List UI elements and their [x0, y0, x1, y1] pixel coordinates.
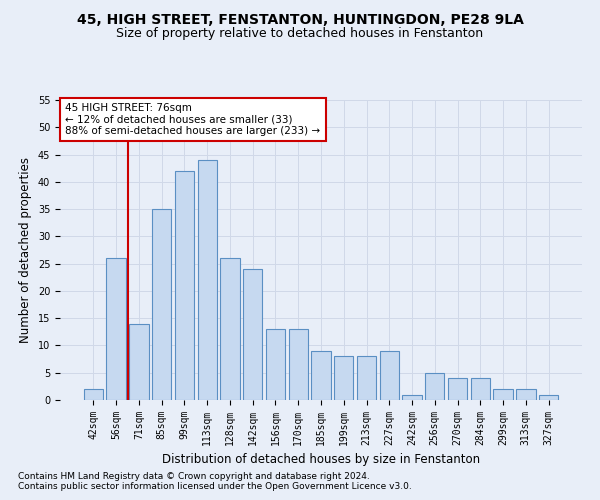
- Bar: [311, 351, 331, 400]
- Bar: [197, 160, 217, 400]
- Bar: [470, 378, 490, 400]
- Bar: [289, 329, 308, 400]
- Text: 45, HIGH STREET, FENSTANTON, HUNTINGDON, PE28 9LA: 45, HIGH STREET, FENSTANTON, HUNTINGDON,…: [77, 12, 523, 26]
- Bar: [539, 394, 558, 400]
- Bar: [175, 171, 194, 400]
- Text: Contains HM Land Registry data © Crown copyright and database right 2024.: Contains HM Land Registry data © Crown c…: [18, 472, 370, 481]
- Bar: [334, 356, 353, 400]
- Text: Size of property relative to detached houses in Fenstanton: Size of property relative to detached ho…: [116, 28, 484, 40]
- Text: 45 HIGH STREET: 76sqm
← 12% of detached houses are smaller (33)
88% of semi-deta: 45 HIGH STREET: 76sqm ← 12% of detached …: [65, 103, 320, 136]
- Bar: [425, 372, 445, 400]
- Bar: [106, 258, 126, 400]
- Bar: [516, 389, 536, 400]
- Bar: [243, 269, 262, 400]
- Bar: [266, 329, 285, 400]
- Bar: [380, 351, 399, 400]
- Bar: [493, 389, 513, 400]
- Bar: [403, 394, 422, 400]
- Y-axis label: Number of detached properties: Number of detached properties: [19, 157, 32, 343]
- Bar: [84, 389, 103, 400]
- Bar: [129, 324, 149, 400]
- Text: Contains public sector information licensed under the Open Government Licence v3: Contains public sector information licen…: [18, 482, 412, 491]
- X-axis label: Distribution of detached houses by size in Fenstanton: Distribution of detached houses by size …: [162, 454, 480, 466]
- Bar: [357, 356, 376, 400]
- Bar: [152, 209, 172, 400]
- Bar: [448, 378, 467, 400]
- Bar: [220, 258, 239, 400]
